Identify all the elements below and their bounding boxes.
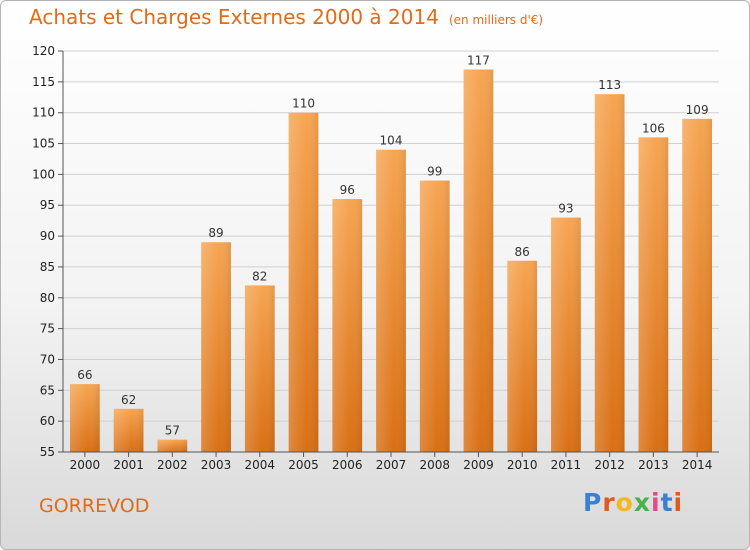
bar-shade bbox=[638, 137, 669, 452]
chart-title-text: Achats et Charges Externes 2000 à 2014 bbox=[29, 5, 439, 29]
y-tick-label: 90 bbox=[40, 229, 55, 243]
x-tick-label: 2002 bbox=[157, 458, 188, 472]
value-label: 93 bbox=[558, 202, 573, 216]
y-tick-label: 55 bbox=[40, 445, 55, 459]
bar-shade bbox=[157, 439, 188, 452]
y-tick-label: 95 bbox=[40, 198, 55, 212]
y-tick-label: 120 bbox=[32, 44, 55, 58]
value-label: 113 bbox=[598, 78, 621, 92]
y-tick-label: 105 bbox=[32, 137, 55, 151]
bar-shade bbox=[419, 180, 450, 453]
bar-shade bbox=[682, 118, 713, 452]
proxiti-logo: Proxiti bbox=[583, 488, 684, 517]
x-tick-label: 2007 bbox=[376, 458, 407, 472]
x-tick-label: 2004 bbox=[245, 458, 276, 472]
x-tick-label: 2012 bbox=[594, 458, 625, 472]
y-tick-label: 65 bbox=[40, 383, 55, 397]
y-tick-label: 70 bbox=[40, 352, 55, 366]
x-tick-label: 2014 bbox=[682, 458, 713, 472]
value-label: 89 bbox=[208, 226, 223, 240]
y-tick-label: 80 bbox=[40, 291, 55, 305]
value-label: 104 bbox=[380, 134, 403, 148]
x-tick-label: 2006 bbox=[332, 458, 363, 472]
y-tick-label: 100 bbox=[32, 167, 55, 181]
bars: 66 62 57 89 82 110 96 104 99 117 86 93 113 106 109 bbox=[69, 54, 713, 453]
y-tick-label: 75 bbox=[40, 322, 55, 336]
value-label: 62 bbox=[121, 393, 136, 407]
y-tick-label: 110 bbox=[32, 106, 55, 120]
value-label: 57 bbox=[165, 424, 180, 438]
x-tick-label: 2005 bbox=[288, 458, 319, 472]
value-label: 96 bbox=[340, 183, 355, 197]
bar-shade bbox=[113, 408, 144, 452]
bar-shade bbox=[594, 94, 625, 452]
x-tick-label: 2010 bbox=[507, 458, 538, 472]
bar-shade bbox=[507, 260, 538, 452]
value-label: 86 bbox=[515, 245, 530, 259]
bar-shade bbox=[69, 384, 100, 452]
value-label: 82 bbox=[252, 269, 267, 283]
commune-name: GORREVOD bbox=[39, 495, 150, 517]
bar-shade bbox=[332, 199, 363, 452]
value-label: 109 bbox=[686, 103, 709, 117]
y-tick-label: 115 bbox=[32, 75, 55, 89]
value-label: 66 bbox=[77, 368, 92, 382]
value-label: 106 bbox=[642, 121, 665, 135]
chart-title: Achats et Charges Externes 2000 à 2014 (e… bbox=[29, 5, 543, 29]
x-tick-label: 2001 bbox=[113, 458, 144, 472]
bar-shade bbox=[376, 149, 406, 452]
chart-subtitle: (en milliers d'€) bbox=[448, 13, 544, 27]
x-tick-label: 2009 bbox=[463, 458, 494, 472]
value-label: 99 bbox=[427, 165, 442, 179]
x-tick-label: 2013 bbox=[638, 458, 669, 472]
bar-shade bbox=[244, 285, 275, 452]
value-label: 117 bbox=[467, 54, 490, 68]
x-tick-label: 2000 bbox=[70, 458, 101, 472]
x-tick-label: 2003 bbox=[201, 458, 232, 472]
axes: 55 60 65 70 75 80 85 90 95 100 105 110 115 120 2000 200… bbox=[32, 44, 719, 472]
bar-shade bbox=[551, 217, 581, 452]
bar-shade bbox=[288, 112, 319, 452]
y-tick-label: 60 bbox=[40, 414, 55, 428]
value-label: 110 bbox=[292, 97, 315, 111]
x-tick-label: 2008 bbox=[419, 458, 450, 472]
y-tick-label: 85 bbox=[40, 260, 55, 274]
bar-shade bbox=[463, 69, 494, 452]
bar-shade bbox=[201, 242, 231, 452]
x-tick-label: 2011 bbox=[551, 458, 582, 472]
